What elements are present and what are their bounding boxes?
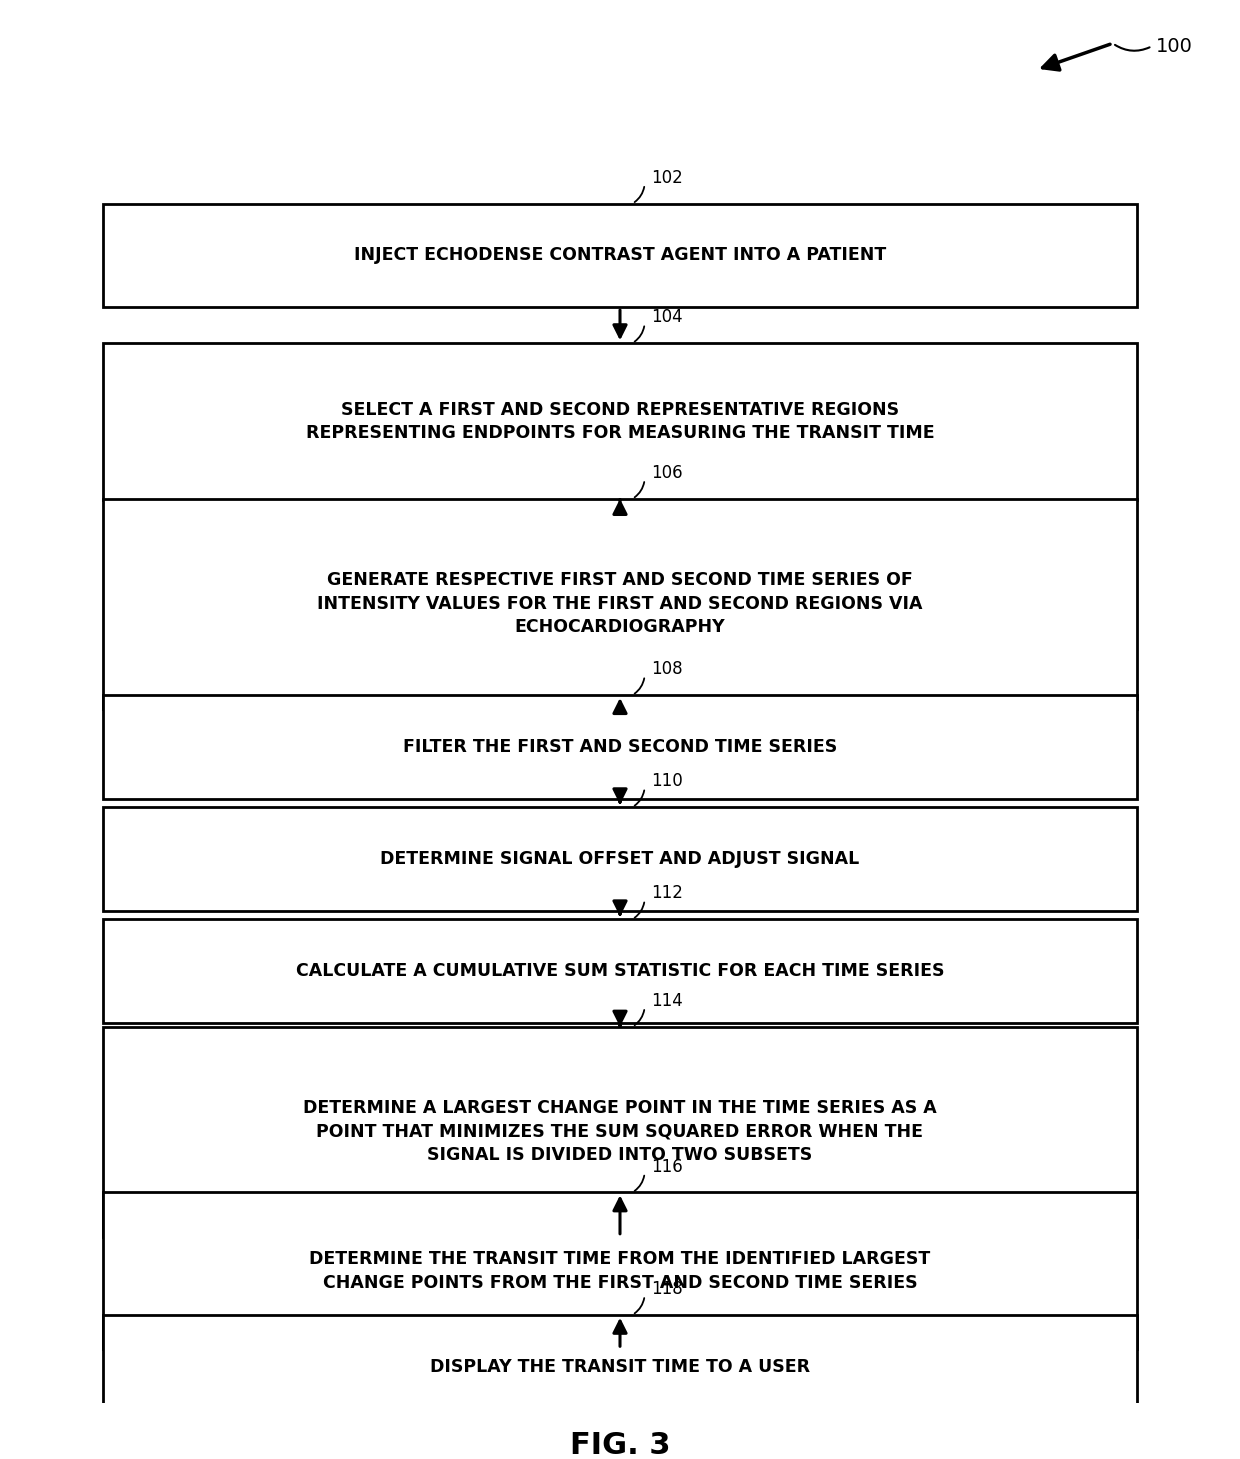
Text: FIG. 3: FIG. 3 bbox=[569, 1431, 671, 1459]
FancyBboxPatch shape bbox=[103, 1027, 1137, 1237]
Text: FILTER THE FIRST AND SECOND TIME SERIES: FILTER THE FIRST AND SECOND TIME SERIES bbox=[403, 738, 837, 756]
Text: 110: 110 bbox=[651, 772, 682, 791]
FancyBboxPatch shape bbox=[103, 343, 1137, 500]
Text: 114: 114 bbox=[651, 992, 682, 1010]
Text: 102: 102 bbox=[651, 169, 682, 187]
FancyBboxPatch shape bbox=[103, 1192, 1137, 1350]
FancyBboxPatch shape bbox=[103, 204, 1137, 308]
Text: 112: 112 bbox=[651, 884, 683, 903]
Text: GENERATE RESPECTIVE FIRST AND SECOND TIME SERIES OF
INTENSITY VALUES FOR THE FIR: GENERATE RESPECTIVE FIRST AND SECOND TIM… bbox=[317, 570, 923, 636]
Text: 116: 116 bbox=[651, 1157, 682, 1176]
Text: 104: 104 bbox=[651, 308, 682, 327]
Text: SELECT A FIRST AND SECOND REPRESENTATIVE REGIONS
REPRESENTING ENDPOINTS FOR MEAS: SELECT A FIRST AND SECOND REPRESENTATIVE… bbox=[306, 401, 934, 442]
Text: 118: 118 bbox=[651, 1280, 682, 1299]
FancyBboxPatch shape bbox=[103, 807, 1137, 910]
Text: 100: 100 bbox=[1156, 36, 1193, 55]
Text: DETERMINE SIGNAL OFFSET AND ADJUST SIGNAL: DETERMINE SIGNAL OFFSET AND ADJUST SIGNA… bbox=[381, 851, 859, 868]
Text: INJECT ECHODENSE CONTRAST AGENT INTO A PATIENT: INJECT ECHODENSE CONTRAST AGENT INTO A P… bbox=[353, 247, 887, 264]
FancyBboxPatch shape bbox=[103, 499, 1137, 709]
FancyBboxPatch shape bbox=[103, 694, 1137, 798]
Text: DETERMINE A LARGEST CHANGE POINT IN THE TIME SERIES AS A
POINT THAT MINIMIZES TH: DETERMINE A LARGEST CHANGE POINT IN THE … bbox=[303, 1099, 937, 1164]
FancyBboxPatch shape bbox=[103, 1315, 1137, 1418]
Text: 106: 106 bbox=[651, 464, 682, 481]
Text: DETERMINE THE TRANSIT TIME FROM THE IDENTIFIED LARGEST
CHANGE POINTS FROM THE FI: DETERMINE THE TRANSIT TIME FROM THE IDEN… bbox=[309, 1250, 931, 1291]
Text: 108: 108 bbox=[651, 661, 682, 678]
Text: DISPLAY THE TRANSIT TIME TO A USER: DISPLAY THE TRANSIT TIME TO A USER bbox=[430, 1358, 810, 1376]
Text: CALCULATE A CUMULATIVE SUM STATISTIC FOR EACH TIME SERIES: CALCULATE A CUMULATIVE SUM STATISTIC FOR… bbox=[296, 961, 944, 980]
FancyBboxPatch shape bbox=[103, 919, 1137, 1023]
